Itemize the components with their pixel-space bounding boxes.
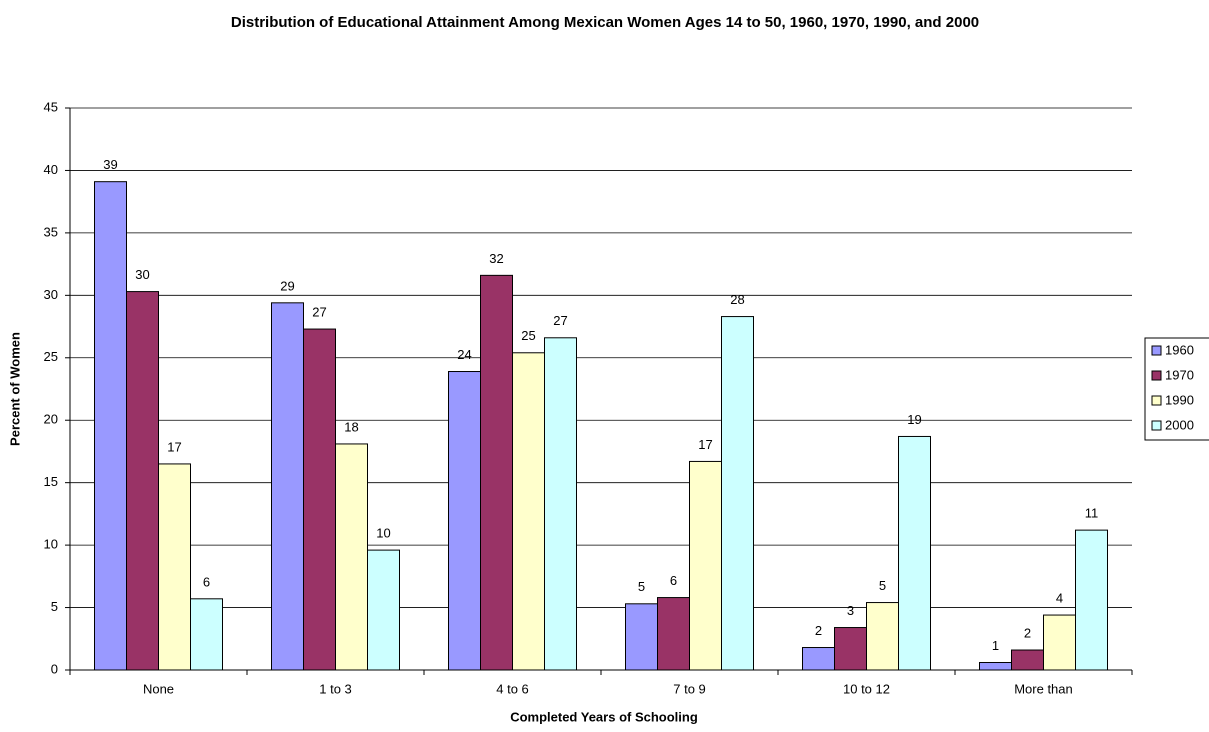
- y-tick-label: 35: [44, 224, 58, 239]
- bar: [94, 181, 127, 671]
- value-label: 5: [638, 579, 645, 594]
- y-tick-label: 45: [44, 99, 58, 114]
- value-label: 19: [907, 412, 921, 427]
- bar: [689, 460, 722, 671]
- y-tick-label: 25: [44, 349, 58, 364]
- bar: [271, 302, 304, 671]
- bar: [1075, 529, 1108, 671]
- bar: [367, 549, 400, 671]
- y-axis-label: Percent of Women: [7, 332, 22, 446]
- x-tick-label: 7 to 9: [673, 681, 706, 696]
- bar: [303, 328, 336, 671]
- y-tick-label: 5: [51, 599, 58, 614]
- value-label: 18: [344, 419, 358, 434]
- x-tick-label: None: [143, 681, 174, 696]
- value-label: 3: [847, 603, 854, 618]
- bar: [802, 647, 835, 671]
- bar: [480, 274, 513, 671]
- value-label: 27: [553, 313, 567, 328]
- y-tick-label: 15: [44, 474, 58, 489]
- bar: [544, 337, 577, 671]
- x-tick-label: 10 to 12: [843, 681, 890, 696]
- bar: [190, 598, 223, 671]
- y-tick-label: 30: [44, 287, 58, 302]
- value-label: 28: [730, 292, 744, 307]
- x-tick-label: 4 to 6: [496, 681, 529, 696]
- y-tick-label: 40: [44, 162, 58, 177]
- legend-swatch: [1151, 420, 1162, 431]
- value-label: 4: [1056, 590, 1063, 605]
- legend-label: 1990: [1165, 392, 1194, 407]
- legend-swatch: [1151, 345, 1162, 356]
- y-tick-label: 10: [44, 537, 58, 552]
- value-label: 10: [376, 526, 390, 541]
- y-tick-label: 20: [44, 412, 58, 427]
- value-label: 2: [815, 623, 822, 638]
- bar: [979, 662, 1012, 671]
- bar: [448, 371, 481, 671]
- legend-label: 1960: [1165, 342, 1194, 357]
- value-label: 5: [879, 578, 886, 593]
- legend-label: 2000: [1165, 417, 1194, 432]
- bar: [1043, 614, 1076, 671]
- x-tick-label: 1 to 3: [319, 681, 352, 696]
- bar: [625, 603, 658, 671]
- bar: [335, 443, 368, 671]
- value-label: 1: [992, 638, 999, 653]
- value-label: 17: [698, 437, 712, 452]
- value-label: 25: [521, 328, 535, 343]
- legend-label: 1970: [1165, 367, 1194, 382]
- bar: [866, 602, 899, 671]
- value-label: 11: [1085, 506, 1099, 521]
- bar: [834, 627, 867, 671]
- value-label: 39: [103, 157, 117, 172]
- bar: [1011, 649, 1044, 671]
- bar: [126, 291, 159, 671]
- value-label: 2: [1024, 625, 1031, 640]
- chart-title: Distribution of Educational Attainment A…: [230, 14, 980, 31]
- bar: [512, 352, 545, 671]
- legend-swatch: [1151, 370, 1162, 381]
- x-tick-label: More than: [1014, 681, 1073, 696]
- bar: [657, 597, 690, 671]
- bar: [158, 463, 191, 671]
- x-axis-label: Completed Years of Schooling: [510, 709, 698, 724]
- bar: [898, 435, 931, 671]
- bar: [721, 316, 754, 671]
- value-label: 29: [280, 278, 294, 293]
- value-label: 32: [489, 251, 503, 266]
- legend-swatch: [1151, 395, 1162, 406]
- value-label: 27: [312, 304, 326, 319]
- y-tick-label: 0: [51, 661, 58, 676]
- value-label: 6: [203, 574, 210, 589]
- value-label: 30: [135, 267, 149, 282]
- value-label: 6: [670, 573, 677, 588]
- value-label: 17: [167, 439, 181, 454]
- value-label: 24: [457, 347, 471, 362]
